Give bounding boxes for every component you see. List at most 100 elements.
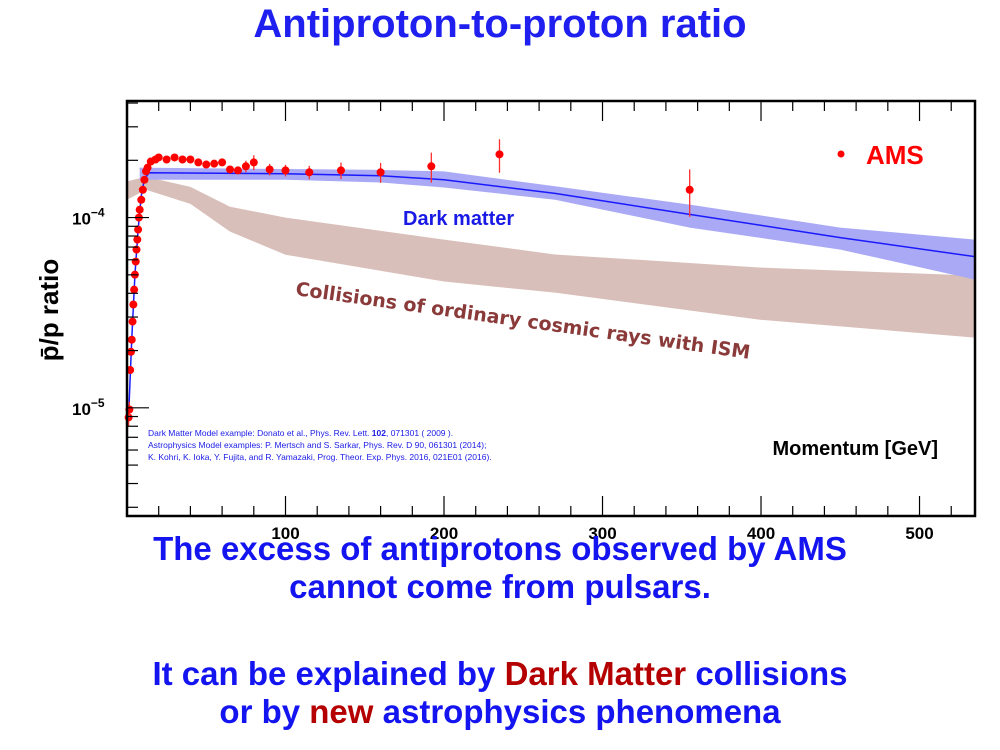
legend-marker-ams (837, 150, 845, 158)
ams-marker (186, 155, 195, 164)
ams-data-point (134, 225, 143, 234)
ams-data-point (249, 155, 258, 171)
ams-data-point (162, 155, 171, 164)
ams-marker (170, 153, 179, 162)
ams-marker (137, 195, 146, 204)
ams-marker (129, 300, 138, 309)
ams-marker (202, 160, 211, 169)
ams-marker (249, 158, 258, 167)
ams-data-point (202, 160, 211, 169)
ams-marker (376, 168, 385, 177)
ams-data-point (233, 166, 242, 175)
ams-marker (241, 162, 250, 171)
x-tick-label: 400 (747, 524, 775, 543)
text: astrophysics phenomena (373, 693, 781, 730)
x-tick-label: 100 (271, 524, 299, 543)
ams-data-point (135, 205, 144, 214)
slide-title: Antiproton-to-proton ratio (253, 2, 747, 46)
ams-data-point (685, 169, 694, 217)
reference-text: 102 (372, 428, 386, 438)
reference-text: Astrophysics Model examples: P. Mertsch … (148, 440, 486, 450)
reference-line: K. Kohri, K. Ioka, Y. Fujita, and R. Yam… (148, 452, 492, 462)
y-tick-label: 10−4 (72, 206, 105, 229)
text: collisions (686, 655, 848, 692)
ams-data-point (126, 347, 135, 356)
ams-data-point (336, 162, 345, 180)
x-tick-label: 300 (588, 524, 616, 543)
ams-marker (685, 185, 694, 194)
x-tick-label: 500 (905, 524, 933, 543)
ams-marker (138, 185, 147, 194)
ams-data-point (140, 175, 149, 184)
text: It can be explained by (152, 655, 505, 692)
conclusion-2: It can be explained by Dark Matter colli… (0, 655, 1000, 731)
ams-marker (135, 205, 144, 214)
ams-data-point (194, 158, 203, 167)
conclusion-2-line-1: It can be explained by Dark Matter colli… (0, 655, 1000, 693)
ams-data-point (241, 160, 250, 173)
dark-matter-annotation: Dark matter (403, 208, 514, 230)
ams-data-point (218, 158, 227, 167)
tick-exponent: −4 (91, 206, 105, 220)
text: or by (219, 693, 310, 730)
reference-line: Dark Matter Model example: Donato et al.… (148, 428, 453, 438)
ams-marker (495, 150, 504, 159)
reference-text: , 071301 ( 2009 ). (386, 428, 453, 438)
ams-marker (126, 347, 135, 356)
ams-data-point (427, 152, 436, 183)
tick-base: 10 (72, 400, 91, 419)
ams-data-point (265, 163, 274, 176)
ams-marker (140, 175, 149, 184)
ams-marker (281, 166, 290, 175)
conclusion-2-line-2: or by new astrophysics phenomena (0, 693, 1000, 731)
ams-data-point (495, 139, 504, 173)
conclusion-1-line-1: The excess of antiprotons observed by AM… (153, 530, 847, 567)
reference-text: Dark Matter Model example: Donato et al.… (148, 428, 372, 438)
legend-label-ams: AMS (866, 140, 924, 170)
ams-marker (305, 168, 314, 177)
ams-data-point (170, 153, 179, 162)
plot-frame (125, 99, 977, 518)
ams-marker (128, 317, 137, 326)
ams-marker (233, 166, 242, 175)
x-axis-label: Momentum [GeV] (772, 438, 938, 460)
ams-data-point (127, 335, 136, 344)
ams-data-point (143, 163, 152, 172)
ams-marker (226, 165, 235, 174)
ams-marker (194, 158, 203, 167)
conclusion-1: The excess of antiprotons observed by AM… (0, 530, 1000, 606)
y-axis-label: p̄/p ratio (34, 259, 64, 362)
ams-marker (133, 235, 142, 244)
conclusion-1-line-2: cannot come from pulsars. (289, 568, 711, 605)
ams-data-point (281, 164, 290, 177)
ams-marker (218, 158, 227, 167)
ams-data-point (131, 257, 140, 266)
ams-data-point (137, 195, 146, 204)
ams-marker (143, 163, 152, 172)
ams-marker (210, 159, 219, 168)
ams-data-point (178, 155, 187, 164)
reference-text: K. Kohri, K. Ioka, Y. Fujita, and R. Yam… (148, 452, 492, 462)
ams-marker (130, 285, 139, 294)
ams-data-point (129, 300, 138, 309)
new-highlight: new (309, 693, 374, 730)
ams-marker (265, 165, 274, 174)
ams-data-point (226, 165, 235, 174)
ams-marker (127, 335, 136, 344)
collisions-band (127, 176, 975, 338)
reference-line: Astrophysics Model examples: P. Mertsch … (148, 440, 486, 450)
dark-matter-highlight: Dark Matter (504, 655, 687, 692)
ams-data-point (130, 285, 139, 294)
ams-marker (162, 155, 171, 164)
ams-data-point (305, 165, 314, 180)
y-tick-label: 10−5 (72, 396, 105, 419)
dark-matter-band (139, 167, 975, 280)
ams-marker (427, 162, 436, 171)
ams-marker (131, 257, 140, 266)
ams-data-point (210, 159, 219, 168)
x-tick-label: 200 (430, 524, 458, 543)
ams-marker (134, 225, 143, 234)
tick-base: 10 (72, 210, 91, 229)
ams-marker (336, 166, 345, 175)
